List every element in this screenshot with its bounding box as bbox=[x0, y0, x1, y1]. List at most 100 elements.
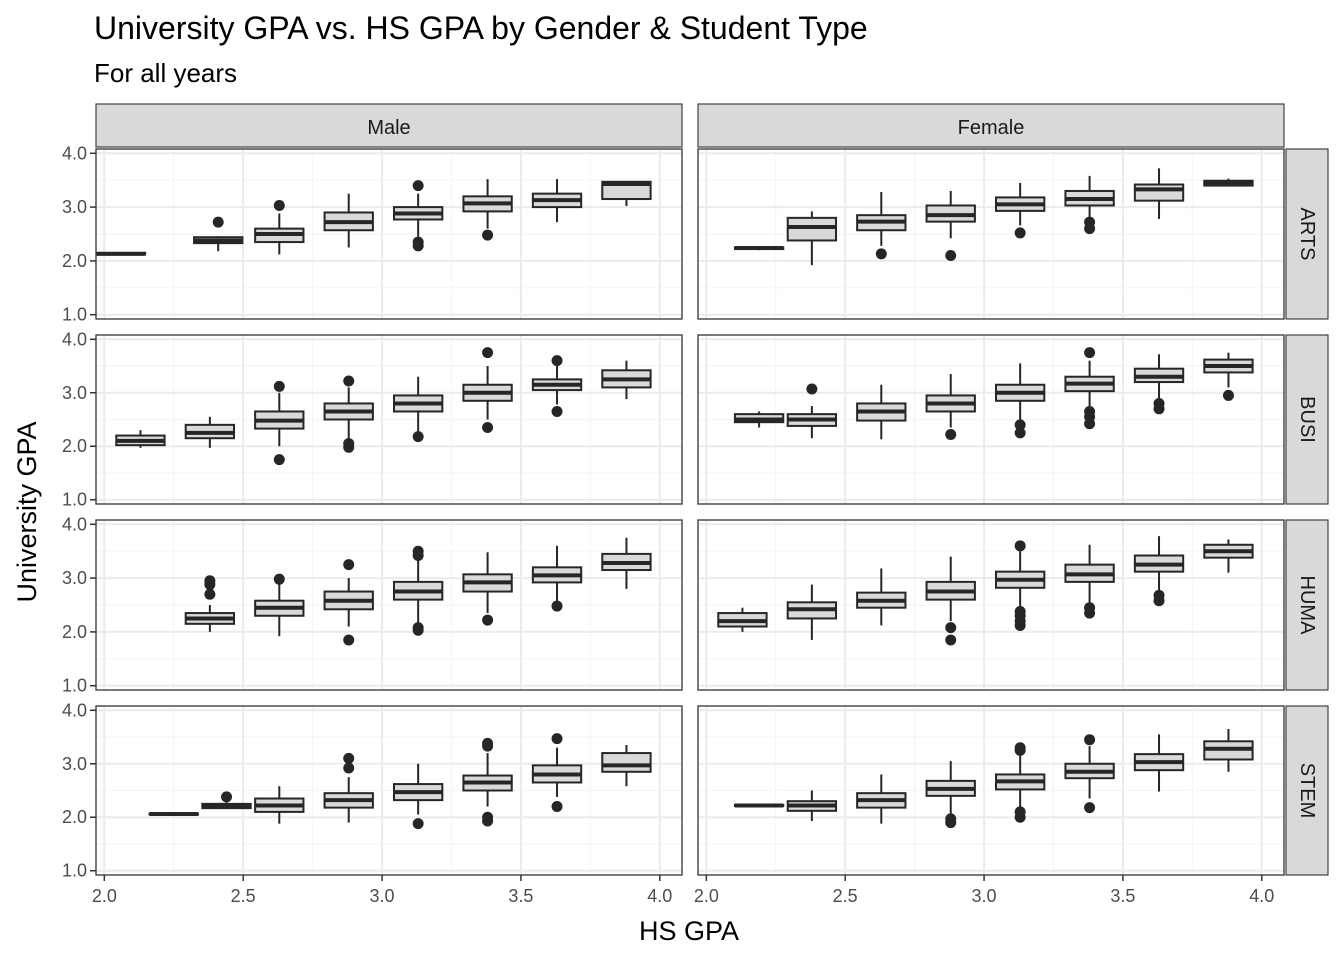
panel-busi-male: 1.0 2.0 3.0 4.0 bbox=[62, 329, 683, 510]
y-tick-label: 4.0 bbox=[62, 700, 87, 720]
boxplot-box bbox=[601, 537, 652, 589]
x-tick-label: 3.5 bbox=[508, 886, 533, 906]
boxplot-box bbox=[462, 552, 513, 614]
boxplot-box bbox=[925, 190, 976, 239]
strip-arts: ARTS bbox=[1285, 148, 1329, 320]
boxplot-box bbox=[1133, 354, 1185, 401]
x-tick-label: 2.0 bbox=[92, 886, 117, 906]
strip-male: Male bbox=[95, 103, 683, 148]
y-tick-label: 1.0 bbox=[62, 676, 87, 696]
outlier-point bbox=[343, 441, 355, 453]
outlier-point bbox=[343, 752, 355, 764]
outlier-point bbox=[343, 634, 355, 646]
box-iqr bbox=[786, 216, 838, 242]
outlier-point bbox=[945, 817, 957, 829]
outlier-point bbox=[1084, 607, 1096, 619]
boxplot-box bbox=[1064, 175, 1115, 218]
panel-stem-female: 2.0 2.5 3.0 3.5 4.0 bbox=[694, 705, 1285, 906]
outlier-point bbox=[1222, 389, 1234, 401]
boxplot-box bbox=[323, 387, 374, 441]
outlier-point bbox=[551, 733, 563, 745]
outlier-point bbox=[945, 622, 957, 634]
outlier-point bbox=[1084, 802, 1096, 814]
boxplot-box bbox=[1064, 360, 1115, 407]
boxplot-box bbox=[856, 384, 907, 440]
boxplot-box bbox=[733, 245, 785, 251]
outlier-point bbox=[945, 428, 957, 440]
chart-subtitle: For all years bbox=[94, 58, 237, 88]
outlier-point bbox=[482, 815, 494, 827]
strip-background bbox=[1285, 334, 1329, 505]
outlier-point bbox=[412, 240, 424, 252]
boxplot-box bbox=[733, 411, 785, 428]
outlier-point bbox=[945, 634, 957, 646]
boxplot-box bbox=[717, 607, 768, 632]
y-tick-label: 1.0 bbox=[62, 490, 87, 510]
y-tick-label: 2.0 bbox=[62, 807, 87, 827]
strip-background bbox=[1285, 705, 1329, 876]
boxplot-box bbox=[323, 777, 374, 823]
boxplot-box bbox=[95, 251, 147, 256]
outlier-point bbox=[1084, 734, 1096, 746]
box-iqr bbox=[601, 752, 652, 773]
boxplot-box bbox=[193, 236, 244, 252]
panel-border bbox=[95, 705, 683, 876]
boxplot-box bbox=[531, 179, 583, 223]
outlier-point bbox=[1084, 223, 1096, 235]
boxplot-box bbox=[392, 376, 444, 433]
strip-label: Male bbox=[367, 117, 410, 139]
strip-label: STEM bbox=[1296, 763, 1318, 819]
y-tick-label: 3.0 bbox=[62, 383, 87, 403]
boxplot-box bbox=[601, 180, 652, 207]
x-tick-label: 2.0 bbox=[694, 886, 719, 906]
boxplot-box bbox=[531, 366, 583, 405]
panel-border bbox=[697, 334, 1285, 505]
boxplot-box bbox=[323, 193, 374, 248]
outlier-point bbox=[412, 550, 424, 562]
boxplot-box bbox=[462, 179, 513, 229]
outlier-point bbox=[1014, 811, 1026, 823]
outlier-point bbox=[412, 624, 424, 636]
x-tick-label: 4.0 bbox=[1249, 886, 1274, 906]
strip-female: Female bbox=[697, 103, 1285, 148]
strip-background bbox=[697, 103, 1285, 148]
outlier-point bbox=[212, 216, 224, 228]
strip-stem: STEM bbox=[1285, 705, 1329, 876]
strip-label: ARTS bbox=[1296, 208, 1318, 261]
boxplot-box bbox=[201, 802, 252, 810]
x-tick-label: 2.5 bbox=[231, 886, 256, 906]
panel-border bbox=[697, 519, 1285, 691]
boxplot-box bbox=[925, 761, 976, 817]
box-iqr bbox=[1133, 183, 1185, 202]
outlier-point bbox=[1153, 403, 1165, 415]
outlier-point bbox=[1014, 227, 1026, 239]
boxplot-box bbox=[531, 747, 583, 797]
y-tick-label: 2.0 bbox=[62, 251, 87, 271]
y-tick-label: 4.0 bbox=[62, 514, 87, 534]
boxplot-box bbox=[184, 605, 236, 632]
boxplot-box bbox=[254, 392, 305, 447]
boxplot-box bbox=[462, 753, 513, 807]
boxplot-box bbox=[323, 578, 374, 627]
boxplot-box bbox=[994, 551, 1046, 608]
y-axis-title: University GPA bbox=[12, 421, 42, 602]
y-tick-label: 3.0 bbox=[62, 754, 87, 774]
y-tick-label: 3.0 bbox=[62, 197, 87, 217]
outlier-point bbox=[412, 431, 424, 443]
boxplot-box bbox=[1203, 728, 1254, 772]
boxplot-box bbox=[994, 755, 1046, 807]
outlier-point bbox=[1014, 540, 1026, 552]
outlier-point bbox=[221, 791, 233, 803]
outlier-point bbox=[551, 355, 563, 367]
boxplot-box bbox=[184, 416, 236, 448]
panel-arts-female bbox=[697, 148, 1285, 320]
outlier-point bbox=[1084, 347, 1096, 359]
outlier-point bbox=[806, 383, 818, 395]
strip-background bbox=[95, 103, 683, 148]
outlier-point bbox=[482, 614, 494, 626]
outlier-point bbox=[875, 248, 887, 260]
strip-background bbox=[1285, 519, 1329, 691]
outlier-point bbox=[551, 801, 563, 813]
panel-arts-male: 1.0 2.0 3.0 4.0 bbox=[62, 143, 683, 325]
